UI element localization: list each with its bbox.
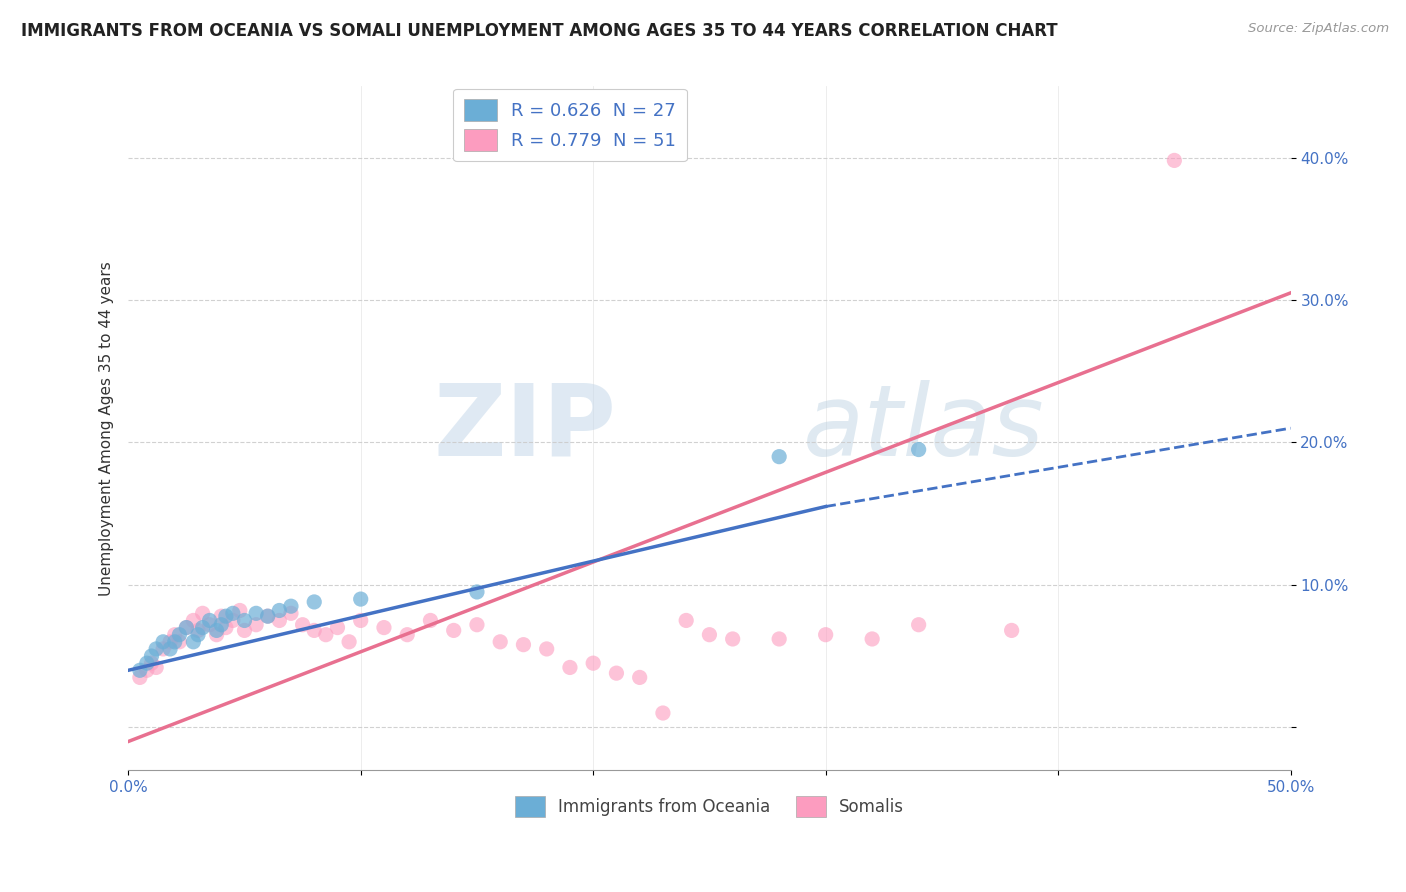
Point — [396, 628, 419, 642]
Point — [128, 663, 150, 677]
Point — [141, 656, 163, 670]
Point — [443, 624, 465, 638]
Point — [191, 607, 214, 621]
Point — [145, 660, 167, 674]
Text: Source: ZipAtlas.com: Source: ZipAtlas.com — [1249, 22, 1389, 36]
Point — [814, 628, 837, 642]
Point — [465, 617, 488, 632]
Point — [768, 632, 790, 646]
Point — [291, 617, 314, 632]
Point — [315, 628, 337, 642]
Point — [135, 663, 157, 677]
Point — [269, 614, 291, 628]
Text: IMMIGRANTS FROM OCEANIA VS SOMALI UNEMPLOYMENT AMONG AGES 35 TO 44 YEARS CORRELA: IMMIGRANTS FROM OCEANIA VS SOMALI UNEMPL… — [21, 22, 1057, 40]
Point — [860, 632, 883, 646]
Point — [198, 617, 221, 632]
Point — [159, 642, 181, 657]
Point — [302, 624, 325, 638]
Point — [512, 638, 534, 652]
Point — [768, 450, 790, 464]
Text: atlas: atlas — [803, 380, 1045, 476]
Point — [419, 614, 441, 628]
Point — [145, 642, 167, 657]
Point — [205, 624, 228, 638]
Point — [205, 628, 228, 642]
Point — [245, 607, 267, 621]
Point — [209, 617, 232, 632]
Point — [465, 585, 488, 599]
Point — [169, 635, 191, 649]
Point — [215, 621, 238, 635]
Point — [183, 635, 205, 649]
Point — [280, 607, 302, 621]
Point — [191, 621, 214, 635]
Point — [605, 666, 627, 681]
Point — [233, 614, 256, 628]
Point — [907, 442, 929, 457]
Point — [489, 635, 512, 649]
Point — [152, 635, 174, 649]
Point — [152, 642, 174, 657]
Point — [163, 635, 186, 649]
Text: ZIP: ZIP — [433, 380, 616, 476]
Point — [169, 628, 191, 642]
Point — [229, 603, 252, 617]
Point — [256, 609, 278, 624]
Point — [209, 609, 232, 624]
Point — [721, 632, 744, 646]
Point — [183, 614, 205, 628]
Point — [245, 617, 267, 632]
Point — [302, 595, 325, 609]
Point — [163, 628, 186, 642]
Point — [280, 599, 302, 614]
Point — [350, 614, 373, 628]
Point — [141, 648, 163, 663]
Point — [373, 621, 395, 635]
Point — [187, 628, 209, 642]
Point — [326, 621, 349, 635]
Point — [907, 617, 929, 632]
Point — [128, 670, 150, 684]
Y-axis label: Unemployment Among Ages 35 to 44 years: Unemployment Among Ages 35 to 44 years — [100, 260, 114, 596]
Point — [215, 609, 238, 624]
Point — [1163, 153, 1185, 168]
Point — [222, 607, 245, 621]
Point — [652, 706, 675, 720]
Point — [135, 656, 157, 670]
Legend: Immigrants from Oceania, Somalis: Immigrants from Oceania, Somalis — [509, 789, 911, 823]
Point — [176, 621, 198, 635]
Point — [350, 592, 373, 607]
Point — [628, 670, 651, 684]
Point — [159, 635, 181, 649]
Point — [337, 635, 360, 649]
Point — [675, 614, 697, 628]
Point — [233, 624, 256, 638]
Point — [582, 656, 605, 670]
Point — [176, 621, 198, 635]
Point — [256, 609, 278, 624]
Point — [536, 642, 558, 657]
Point — [558, 660, 581, 674]
Point — [1001, 624, 1024, 638]
Point — [699, 628, 721, 642]
Point — [269, 603, 291, 617]
Point — [198, 614, 221, 628]
Point — [187, 624, 209, 638]
Point — [222, 614, 245, 628]
